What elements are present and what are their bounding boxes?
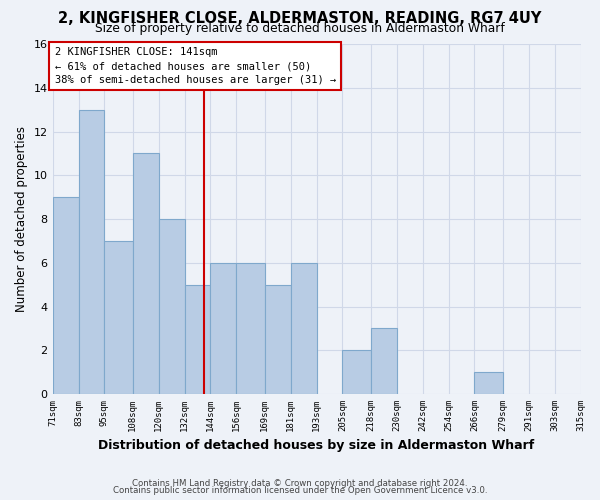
- Bar: [79, 110, 104, 394]
- Bar: [236, 263, 265, 394]
- Text: Size of property relative to detached houses in Aldermaston Wharf: Size of property relative to detached ho…: [95, 22, 505, 35]
- Bar: [475, 372, 503, 394]
- Bar: [133, 154, 158, 394]
- Text: Contains public sector information licensed under the Open Government Licence v3: Contains public sector information licen…: [113, 486, 487, 495]
- Bar: [185, 284, 211, 394]
- Bar: [158, 219, 185, 394]
- Bar: [211, 263, 236, 394]
- Text: Contains HM Land Registry data © Crown copyright and database right 2024.: Contains HM Land Registry data © Crown c…: [132, 478, 468, 488]
- Y-axis label: Number of detached properties: Number of detached properties: [15, 126, 28, 312]
- X-axis label: Distribution of detached houses by size in Aldermaston Wharf: Distribution of detached houses by size …: [98, 440, 535, 452]
- Text: 2 KINGFISHER CLOSE: 141sqm
← 61% of detached houses are smaller (50)
38% of semi: 2 KINGFISHER CLOSE: 141sqm ← 61% of deta…: [55, 48, 336, 86]
- Text: 2, KINGFISHER CLOSE, ALDERMASTON, READING, RG7 4UY: 2, KINGFISHER CLOSE, ALDERMASTON, READIN…: [58, 11, 542, 26]
- Bar: [53, 197, 79, 394]
- Bar: [343, 350, 371, 394]
- Bar: [290, 263, 317, 394]
- Bar: [265, 284, 290, 394]
- Bar: [104, 241, 133, 394]
- Bar: [371, 328, 397, 394]
